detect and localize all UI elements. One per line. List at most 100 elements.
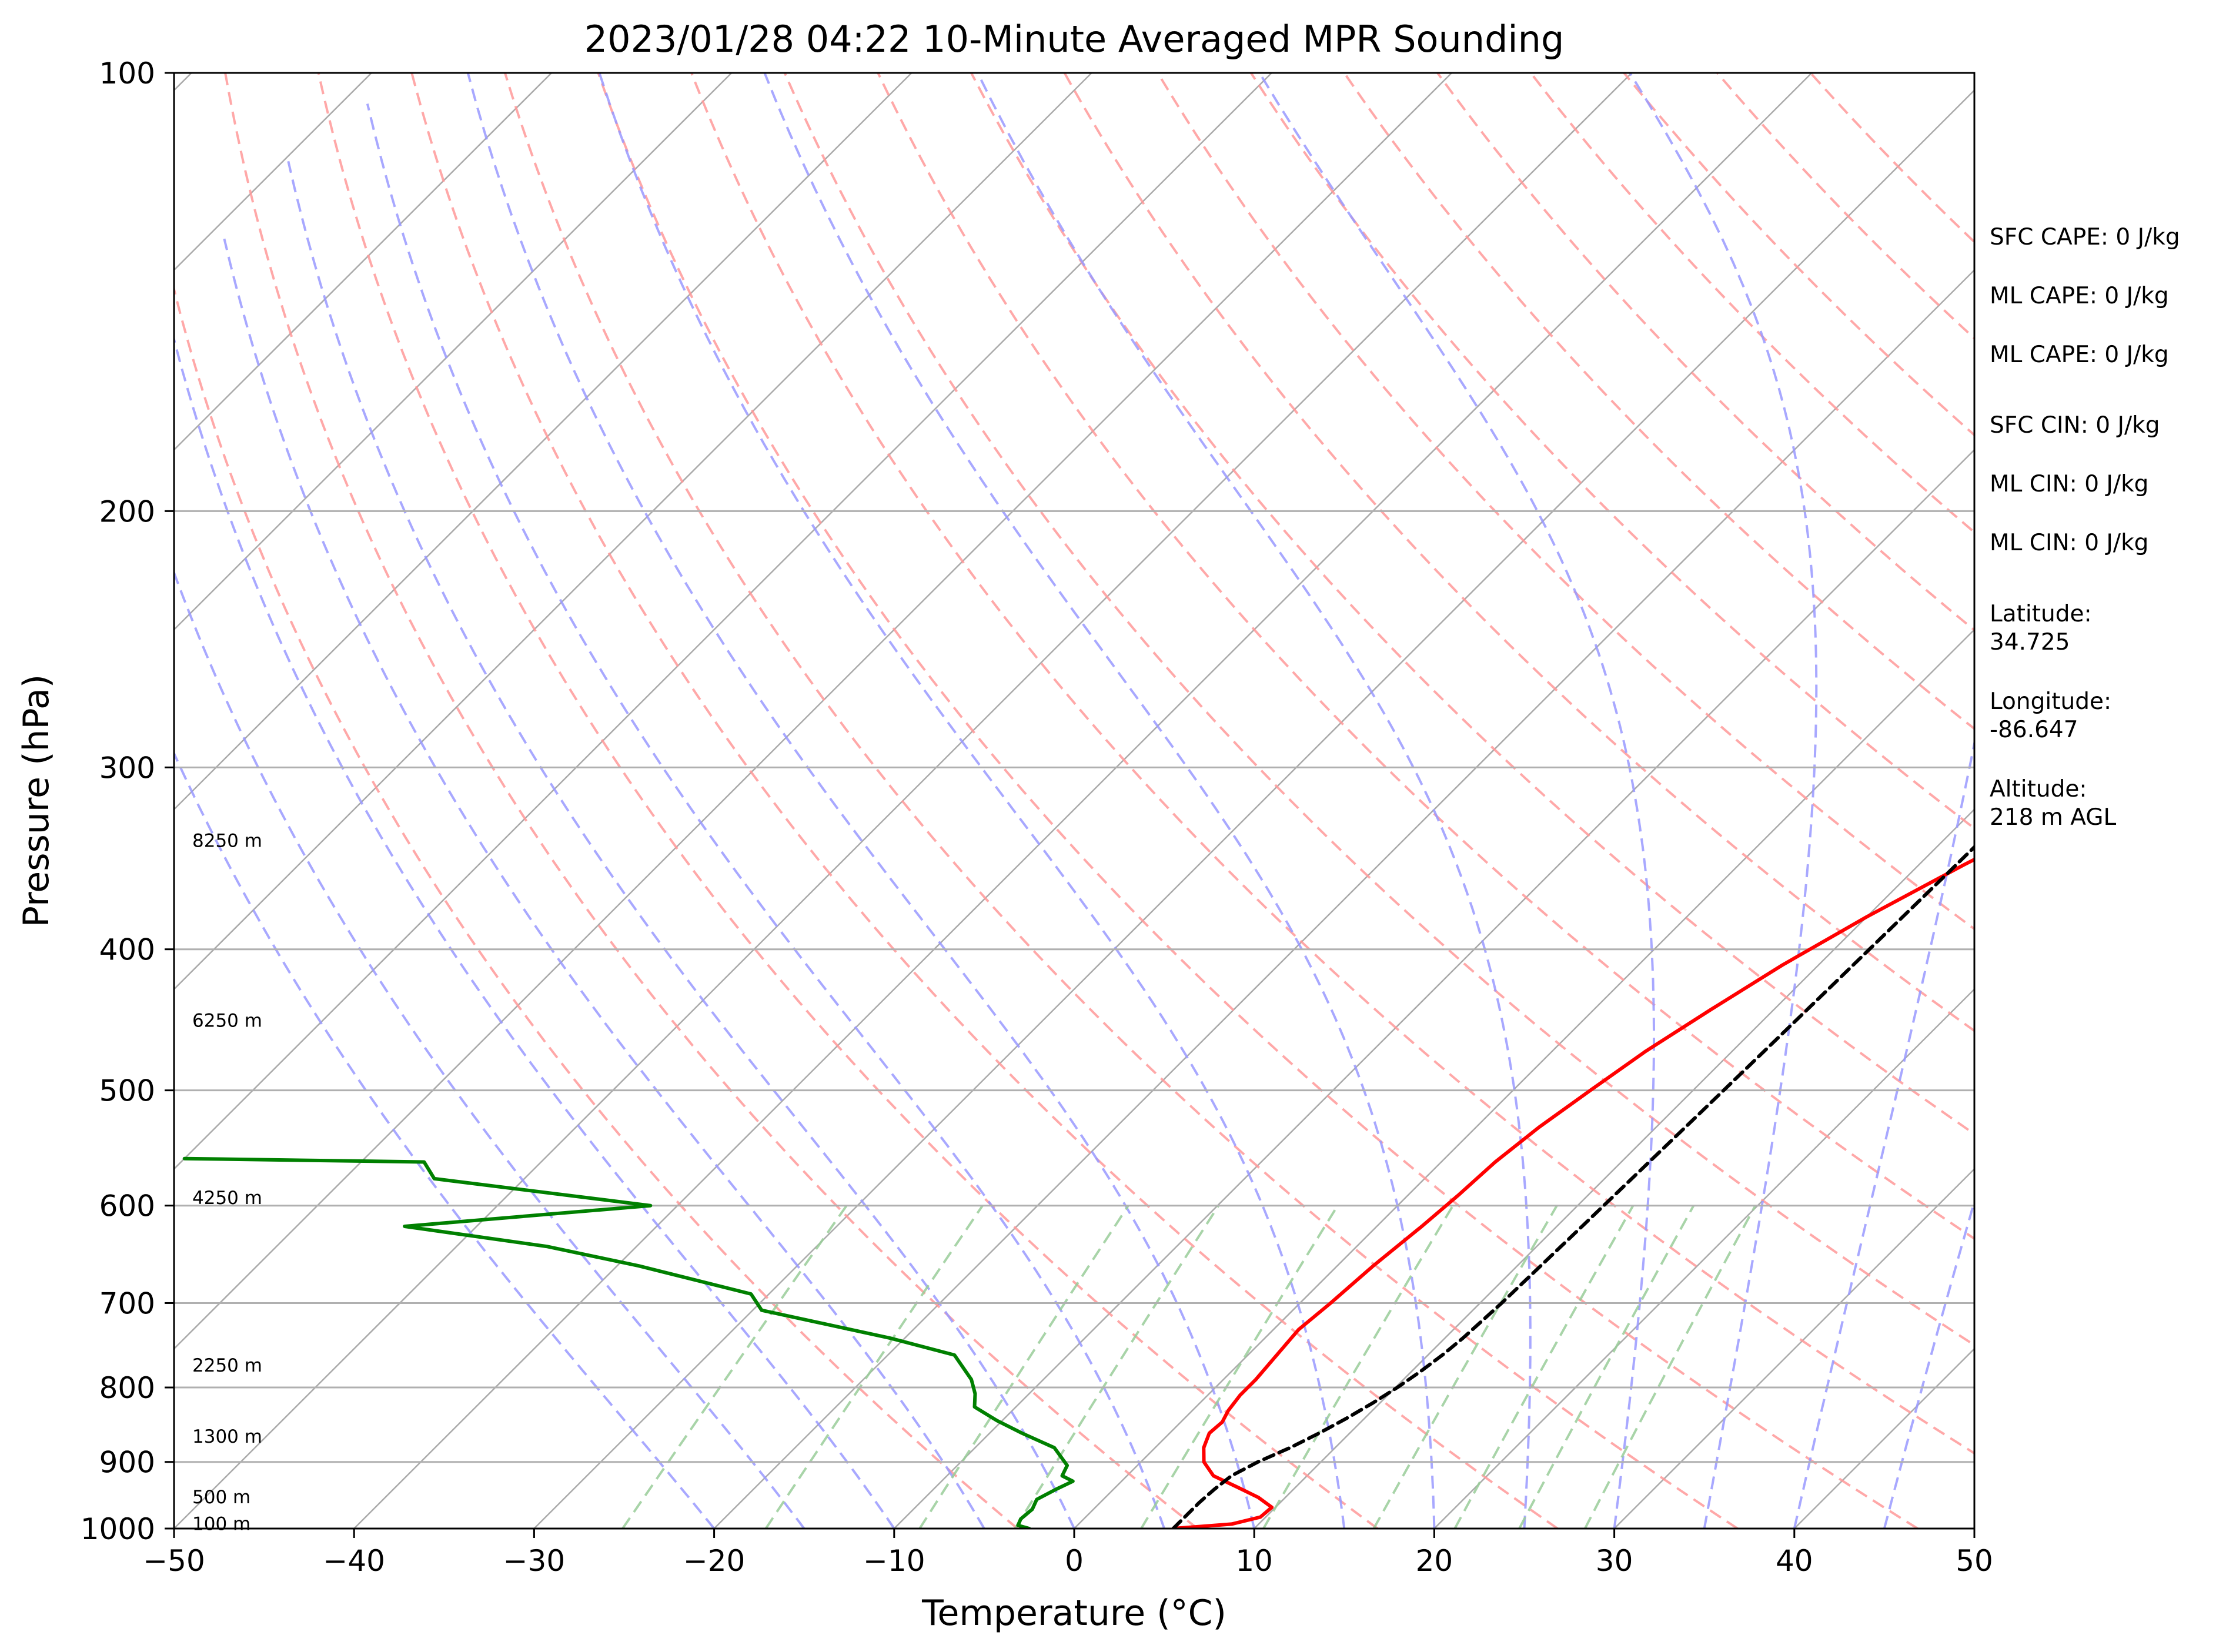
sfc-cin-label: SFC CIN: 0 J/kg <box>1990 412 2160 439</box>
height-labels: 100 m 500 m 1300 m 2250 m 4250 m 6250 m 8250 m <box>192 830 262 1534</box>
isotherm-line <box>533 89 1974 1529</box>
latitude-value: 34.725 <box>1990 629 2070 656</box>
moist-adiabat-line <box>174 335 895 1529</box>
dry-adiabat-line <box>877 73 1974 1240</box>
dry-adiabat-line <box>174 285 1018 1529</box>
parcel-profile-line <box>1171 844 1974 1529</box>
x-tick-label: −30 <box>503 1544 566 1578</box>
moist-adiabat-line <box>287 160 1075 1529</box>
isotherm-line <box>1074 628 1974 1529</box>
y-tick-label: 400 <box>99 933 155 967</box>
ml-cape-label: ML CAPE: 0 J/kg <box>1990 283 2169 309</box>
dewpoint-profile-line <box>182 1156 1075 1529</box>
y-tick-label: 100 <box>99 56 155 91</box>
moist-adiabat-line <box>598 73 1346 1529</box>
sounding-profiles <box>182 844 1974 1529</box>
ml-cape-label-2: ML CAPE: 0 J/kg <box>1990 342 2169 368</box>
height-label: 1300 m <box>192 1426 262 1447</box>
dry-adiabat-line <box>1436 73 1974 632</box>
dry-adiabat-line <box>690 73 1974 1455</box>
moist-adiabat-line <box>1883 1197 1974 1529</box>
isotherm-line <box>174 73 1092 991</box>
height-label: 100 m <box>192 1513 250 1534</box>
x-tick-label: 50 <box>1956 1544 1993 1578</box>
moist-adiabat-line <box>174 569 805 1529</box>
y-tick-label: 300 <box>99 751 155 785</box>
latitude-label: Latitude: <box>1990 601 2092 627</box>
y-axis-title: Pressure (hPa) <box>16 674 57 927</box>
height-label: 8250 m <box>192 830 262 851</box>
moist-adiabat-line <box>763 73 1436 1529</box>
ml-cin-label: ML CIN: 0 J/kg <box>1990 471 2148 497</box>
moist-adiabat-line <box>223 238 985 1529</box>
dry-adiabat-line <box>597 73 1918 1529</box>
x-tick-label: −40 <box>323 1544 385 1578</box>
x-tick-label: 20 <box>1416 1544 1453 1578</box>
temperature-profile-line <box>1171 857 1974 1529</box>
background-lines <box>174 73 1974 1529</box>
dry-adiabat-line <box>503 73 1739 1529</box>
isotherm-line <box>174 73 913 811</box>
isotherm-line <box>174 73 1452 1350</box>
moist-adiabat-line <box>977 73 1532 1529</box>
location-panel: Latitude: 34.725 Longitude: -86.647 Alti… <box>1990 601 2116 831</box>
isotherm-line <box>713 269 1974 1529</box>
longitude-value: -86.647 <box>1990 717 2078 743</box>
dry-adiabat-line <box>1250 73 1974 830</box>
y-tick-label: 600 <box>99 1189 155 1223</box>
indices-panel: SFC CAPE: 0 J/kg ML CAPE: 0 J/kg ML CAPE… <box>1990 224 2180 556</box>
moist-adiabat-line <box>466 73 1256 1529</box>
isotherm-line <box>174 73 552 451</box>
dry-adiabat-line <box>1716 73 1974 340</box>
x-tick-label: 10 <box>1235 1544 1273 1578</box>
chart-title: 2023/01/28 04:22 10-Minute Averaged MPR … <box>584 18 1565 61</box>
isotherm-line <box>1613 1168 1974 1529</box>
height-label: 6250 m <box>192 1011 262 1032</box>
dry-adiabat-line <box>1157 73 1974 931</box>
dry-adiabat-line <box>317 73 1379 1529</box>
x-tick-label: −10 <box>863 1544 925 1578</box>
height-label: 2250 m <box>192 1355 262 1376</box>
y-tick-label: 200 <box>99 494 155 529</box>
moist-adiabat-line <box>1793 737 1974 1529</box>
moist-adiabat-line <box>174 750 716 1529</box>
x-tick-label: 30 <box>1596 1544 1633 1578</box>
dry-adiabat-line <box>1063 73 1974 1032</box>
x-tick-label: −20 <box>683 1544 746 1578</box>
dry-adiabat-line <box>783 73 1974 1347</box>
dry-adiabat-line <box>1343 73 1974 731</box>
y-tick-label: 800 <box>99 1371 155 1405</box>
altitude-label: Altitude: <box>1990 776 2087 802</box>
mixing-ratio-line <box>1584 1205 1757 1529</box>
y-tick-label: 1000 <box>81 1512 155 1546</box>
isotherm-line <box>174 73 1272 1171</box>
sfc-cape-label: SFC CAPE: 0 J/kg <box>1990 224 2180 250</box>
dry-adiabat-line <box>410 73 1559 1529</box>
dry-adiabat-line <box>224 73 1198 1529</box>
ml-cin-label-2: ML CIN: 0 J/kg <box>1990 530 2148 556</box>
moist-adiabat-line <box>366 103 1165 1529</box>
moist-adiabat-line <box>1629 73 1818 1529</box>
x-tick-label: −50 <box>143 1544 205 1578</box>
y-axis-ticks: 1000 900 800 700 600 500 400 300 200 100 <box>81 56 174 1546</box>
longitude-label: Longitude: <box>1990 688 2111 715</box>
mixing-ratio-line <box>1518 1205 1695 1529</box>
isotherm-line <box>353 73 1813 1529</box>
height-label: 500 m <box>192 1487 250 1508</box>
isotherm-line <box>174 73 733 631</box>
height-label: 4250 m <box>192 1188 262 1209</box>
isotherm-line <box>1433 988 1974 1529</box>
x-axis-title: Temperature (°C) <box>921 1593 1226 1634</box>
y-tick-label: 900 <box>99 1446 155 1480</box>
x-axis-ticks: −50 −40 −30 −20 −10 0 10 20 30 40 50 <box>143 1529 1993 1578</box>
x-tick-label: 40 <box>1776 1544 1813 1578</box>
moist-adiabat-line <box>1258 73 1655 1529</box>
y-tick-label: 700 <box>99 1286 155 1320</box>
y-tick-label: 500 <box>99 1074 155 1108</box>
altitude-value: 218 m AGL <box>1990 804 2116 831</box>
isotherm-line <box>893 449 1974 1529</box>
isotherm-line <box>1254 808 1974 1529</box>
x-tick-label: 0 <box>1065 1544 1084 1578</box>
